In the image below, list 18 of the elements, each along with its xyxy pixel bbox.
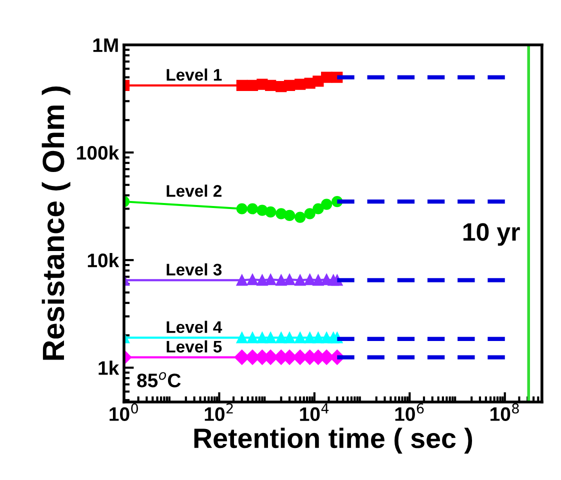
x-axis-title: Retention time ( sec ) [194,428,472,454]
y-tick-label: 1M [93,38,118,52]
x-tick-label: 10$^{8}$ [490,403,519,421]
series-label: Level 5 [166,340,222,353]
y-tick-label: 1k [98,360,120,375]
series-label: Level 3 [166,263,222,276]
y-tick-label: 10k [88,253,120,268]
series-label: Level 1 [166,68,222,81]
y-tick-label: 100k [77,145,120,160]
x-tick-label: 10$^{2}$ [204,403,233,421]
x-tick-label: 10$^{6}$ [395,403,424,421]
x-tick-label: 10$^{4}$ [300,403,329,422]
series-label: Level 2 [166,184,222,197]
y-axis-title: Resistance ( Ohm ) [42,86,70,360]
ref-line-label: 10 yr [463,223,520,246]
series-label: Level 4 [166,320,222,334]
x-tick-label: 10$^{0}$ [110,403,138,421]
annotation: 85$^{o}$C [137,372,181,388]
